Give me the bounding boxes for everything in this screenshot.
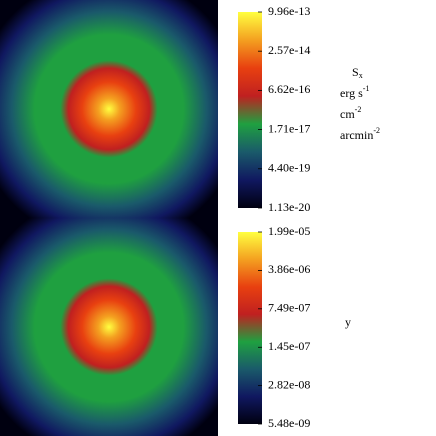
colorbar-tick-label: 1.45e-07 [268, 339, 310, 353]
colorbar-tick-label: 6.62e-16 [268, 82, 310, 96]
colorbar-tick-label: 9.96e-13 [268, 4, 310, 18]
colorbar-tick-label: 4.40e-19 [268, 161, 310, 175]
label-superscript: -2 [355, 105, 362, 114]
label-text: y [345, 315, 351, 329]
colorbar-tick-label: 1.13e-20 [268, 200, 310, 214]
map-image [0, 0, 218, 218]
colorbar-label: y [345, 315, 351, 329]
colorbar-tick-label: 2.82e-08 [268, 377, 310, 391]
colorbar [238, 12, 262, 208]
label-superscript: -2 [373, 126, 380, 135]
colorbar-tick-label: 1.99e-05 [268, 224, 310, 238]
colorbar-tick-label: 1.71e-17 [268, 121, 310, 135]
colorbar-label: erg s-1 [340, 84, 369, 100]
map-image [0, 218, 218, 436]
label-text: erg s [340, 86, 363, 100]
label-text: arcmin [340, 128, 373, 142]
colorbar-tick-label: 5.48e-09 [268, 416, 310, 430]
label-text: cm [340, 107, 355, 121]
colorbar-label: cm-2 [340, 105, 361, 121]
colorbar-tick-label: 2.57e-14 [268, 43, 310, 57]
label-subscript: x [359, 71, 363, 80]
colorbar-label: Sx [352, 65, 363, 80]
label-text: S [352, 65, 359, 79]
colorbar-label: arcmin-2 [340, 126, 380, 142]
colorbar-tick-label: 3.86e-06 [268, 262, 310, 276]
label-superscript: -1 [363, 84, 370, 93]
colorbar-tick-label: 7.49e-07 [268, 301, 310, 315]
colorbar [238, 232, 262, 424]
